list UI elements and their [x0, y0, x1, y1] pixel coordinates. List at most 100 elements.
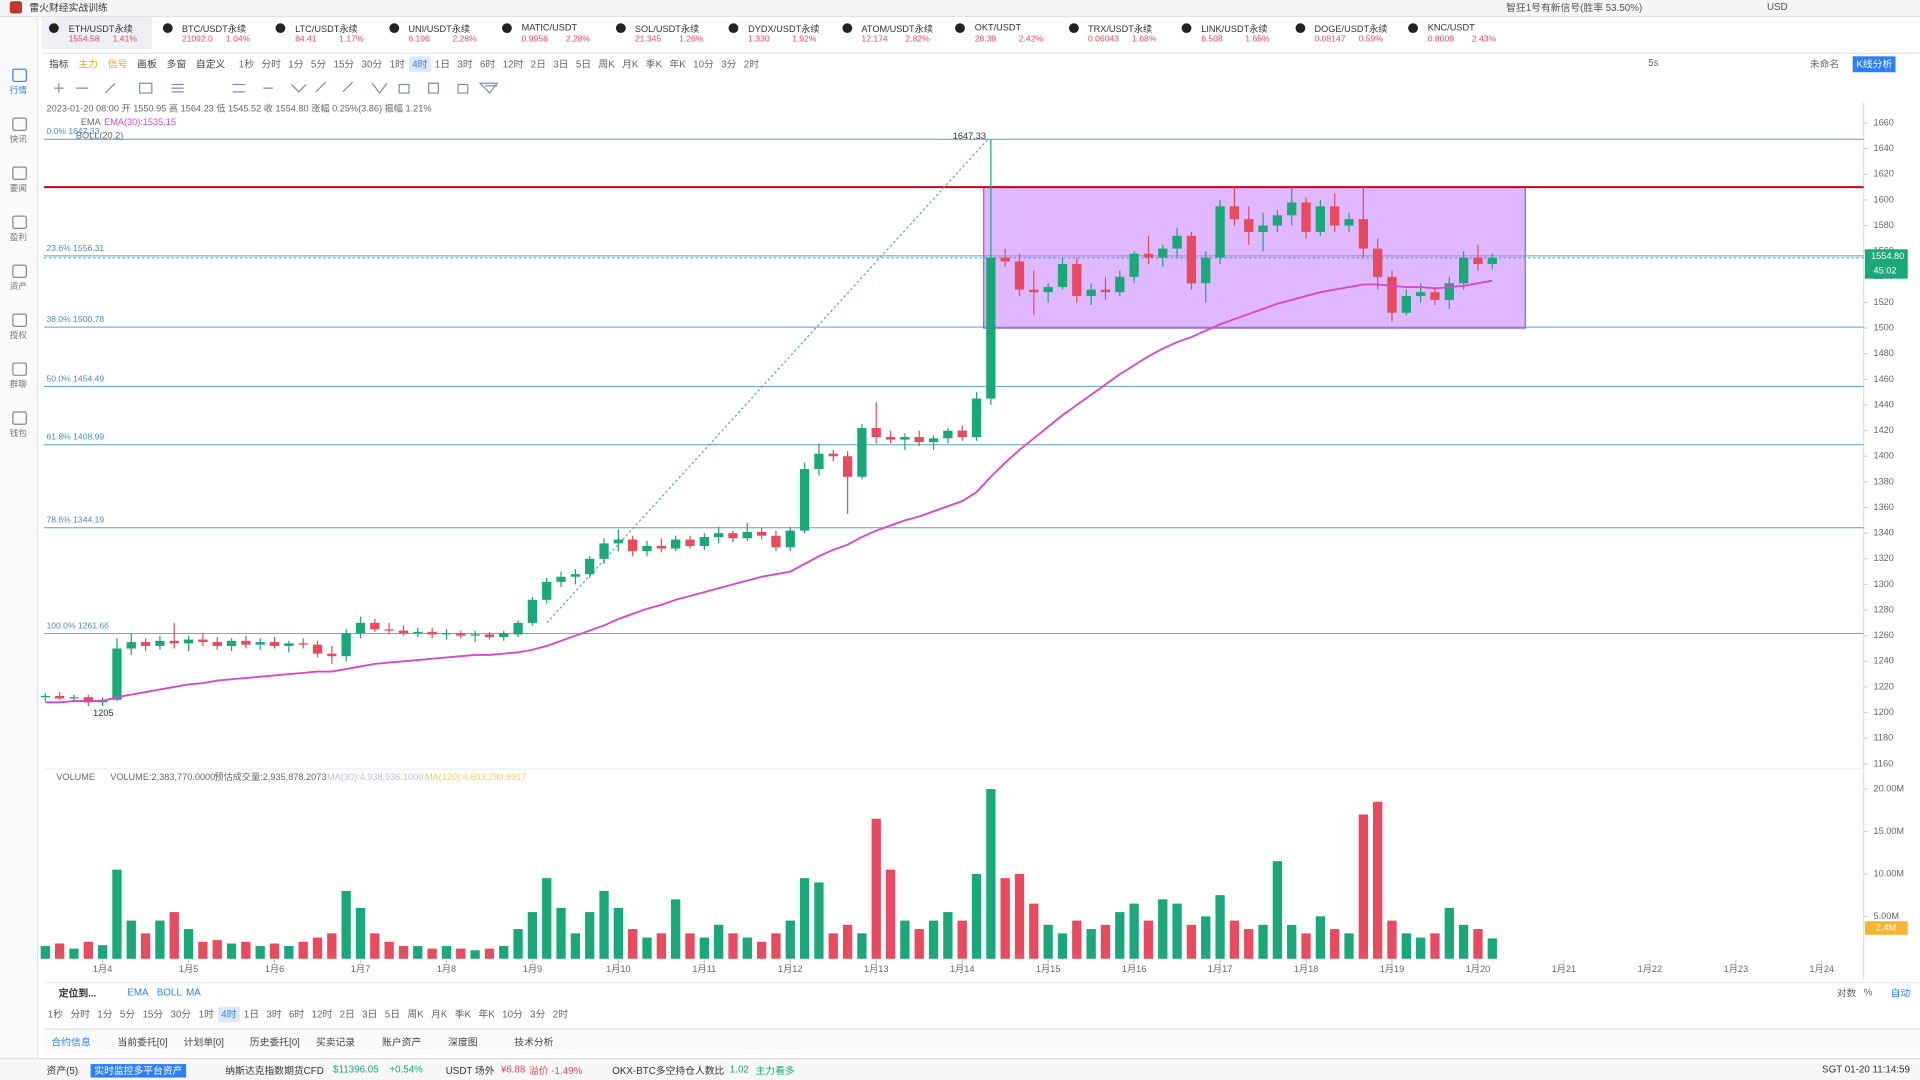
scale-option[interactable]: % [1863, 986, 1873, 998]
analysis-button[interactable]: K线分析 [1852, 56, 1896, 73]
ticker-tab[interactable]: LINK/USDT永续 6.508 1.65% [1174, 17, 1284, 49]
footer-tab[interactable]: 计划单[0] [183, 1037, 224, 1049]
layout-name[interactable]: 未命名 [1809, 58, 1840, 70]
timeframe[interactable]: 1分 [288, 58, 304, 70]
timeframe[interactable]: 3分 [721, 58, 737, 70]
indicator-toggle[interactable]: BOLL [156, 986, 182, 998]
toolbar-item[interactable]: 画板 [137, 58, 157, 70]
toolbar-item[interactable]: 主力 [78, 58, 98, 70]
timeframe[interactable]: 季K [454, 1008, 472, 1021]
timeframe[interactable]: 4时 [408, 56, 432, 73]
sidebar-label[interactable]: 群聊 [9, 380, 27, 390]
indicator-toggle[interactable]: MA [186, 986, 201, 998]
timeframe[interactable]: 周K [407, 1008, 424, 1021]
sidebar-label[interactable]: 行情 [9, 86, 27, 96]
sidebar-label[interactable]: 授权 [9, 331, 27, 341]
timeframe[interactable]: 15分 [333, 58, 355, 70]
timeframe[interactable]: 3时 [266, 1008, 282, 1021]
timeframe[interactable]: 5日 [575, 58, 592, 70]
timeframe[interactable]: 15分 [142, 1008, 164, 1021]
timeframe[interactable]: 年K [478, 1008, 495, 1021]
ticker-tab[interactable]: TRX/USDT永续 0.06043 1.68% [1061, 17, 1171, 49]
timeframe[interactable]: 1秒 [238, 58, 255, 70]
refresh[interactable]: 5s [1648, 57, 1659, 69]
toolbar-item[interactable]: 多窗 [166, 58, 187, 70]
ticker-tab[interactable]: MATIC/USDT 0.9956 2.28% [495, 17, 605, 49]
sidebar-label[interactable]: 要闻 [9, 184, 27, 194]
footer-tab[interactable]: 历史委托[0] [249, 1037, 300, 1049]
timeframe[interactable]: 月K [622, 58, 639, 70]
sidebar-label[interactable]: 资产 [9, 282, 27, 292]
ticker-tab[interactable]: DOGE/USDT永续 0.08147 0.59% [1288, 17, 1398, 49]
timeframe[interactable]: 10分 [693, 58, 714, 70]
x-tick-label: 1月4 [93, 964, 112, 974]
candle-body [785, 530, 795, 548]
timeframe[interactable]: 2日 [339, 1008, 355, 1021]
ticker-tab[interactable]: LTC/USDT永续 84.41 1.17% [268, 17, 378, 49]
indicator-toggle[interactable]: EMA [127, 986, 149, 998]
timeframe[interactable]: 30分 [361, 58, 383, 70]
timeframe[interactable]: 1日 [243, 1008, 260, 1021]
ticker-tab[interactable]: ETH/USDT永续 1554.58 1.41% [41, 17, 152, 49]
timeframe[interactable]: 3分 [530, 1008, 546, 1021]
ticker-tab[interactable]: SOL/USDT永续 21.345 1.26% [608, 17, 718, 49]
timeframe[interactable]: 2日 [530, 58, 546, 70]
timeframe[interactable]: 季K [645, 58, 663, 70]
timeframe[interactable]: 5日 [384, 1008, 401, 1021]
footer-tab[interactable]: 买卖记录 [315, 1037, 356, 1049]
ticker-tab[interactable]: ATOM/USDT永续 12.174 2.82% [834, 17, 944, 49]
timeframe[interactable]: 6时 [479, 58, 496, 70]
signal[interactable]: 智狂1号有新信号(胜率 53.50%) [1506, 2, 1643, 14]
timeframe[interactable]: 12时 [311, 1008, 333, 1021]
footer-tab[interactable]: 合约信息 [51, 1037, 91, 1049]
ticker-tab[interactable]: DYDX/USDT永续 1.330 1.92% [721, 17, 831, 49]
timeframe[interactable]: 5分 [310, 58, 327, 70]
ticker-tab[interactable]: UNI/USDT永续 6.196 2.28% [381, 17, 491, 49]
volume-label: VOLUME [56, 772, 95, 782]
footer-tab[interactable]: 账户资产 [382, 1037, 422, 1049]
fib-label: 38.0% 1500.78 [47, 314, 105, 324]
timeframe[interactable]: 3日 [362, 1008, 378, 1021]
timeframe[interactable]: 6时 [288, 1008, 305, 1021]
ticker-tab[interactable]: OKT/USDT 28.39 2.42% [948, 17, 1058, 49]
footer-tab[interactable]: 当前委托[0] [117, 1037, 168, 1049]
timeframe[interactable]: 2时 [743, 58, 760, 70]
timeframe[interactable]: 周K [598, 58, 615, 70]
timeframe[interactable]: 1分 [97, 1008, 113, 1021]
toolbar-item[interactable]: 信号 [107, 58, 128, 70]
timeframe[interactable]: 12时 [502, 58, 524, 70]
currency[interactable]: USD [1766, 1, 1788, 13]
timeframe[interactable]: 1日 [434, 58, 451, 70]
timeframe[interactable]: 3日 [553, 58, 569, 70]
timeframe[interactable]: 5分 [119, 1008, 136, 1021]
timeframe[interactable]: 分时 [70, 1008, 90, 1021]
timeframe[interactable]: 月K [431, 1008, 448, 1021]
timeframe[interactable]: 30分 [170, 1008, 192, 1021]
timeframe[interactable]: 分时 [261, 58, 281, 70]
ticker-icon [388, 23, 399, 34]
footer-tab[interactable]: 技术分析 [514, 1037, 554, 1049]
timeframe[interactable]: 4时 [217, 1006, 241, 1023]
footer-tab[interactable]: 深度图 [448, 1037, 478, 1049]
timeframe[interactable]: 1时 [389, 58, 405, 70]
sidebar-label[interactable]: 钱包 [9, 429, 27, 439]
toolbar-item[interactable]: 指标 [48, 58, 69, 70]
ticker-price: 0.8009 [1427, 35, 1454, 45]
timeframe[interactable]: 年K [669, 58, 686, 70]
sidebar-label[interactable]: 快讯 [9, 135, 27, 145]
timeframe[interactable]: 1时 [198, 1008, 214, 1021]
ticker-tab[interactable]: BTC/USDT永续 21092.0 1.04% [155, 17, 265, 49]
timeframe[interactable]: 3时 [457, 58, 473, 70]
timeframe[interactable]: 2时 [552, 1008, 569, 1021]
scale-option[interactable]: 对数 [1836, 988, 1857, 1000]
scale-option[interactable]: 自动 [1890, 988, 1911, 1000]
sidebar-label[interactable]: 盈利 [9, 233, 27, 243]
volume-bar [1258, 924, 1268, 959]
volume-bar [1301, 933, 1311, 959]
toolbar-item[interactable]: 自定义 [195, 58, 226, 70]
ticker-tab[interactable]: KNC/USDT 0.8009 2.43% [1401, 17, 1511, 49]
timeframe[interactable]: 1秒 [47, 1008, 64, 1021]
locate[interactable]: 定位到... [58, 988, 97, 1000]
candle-body [1000, 257, 1010, 262]
timeframe[interactable]: 10分 [502, 1008, 523, 1021]
